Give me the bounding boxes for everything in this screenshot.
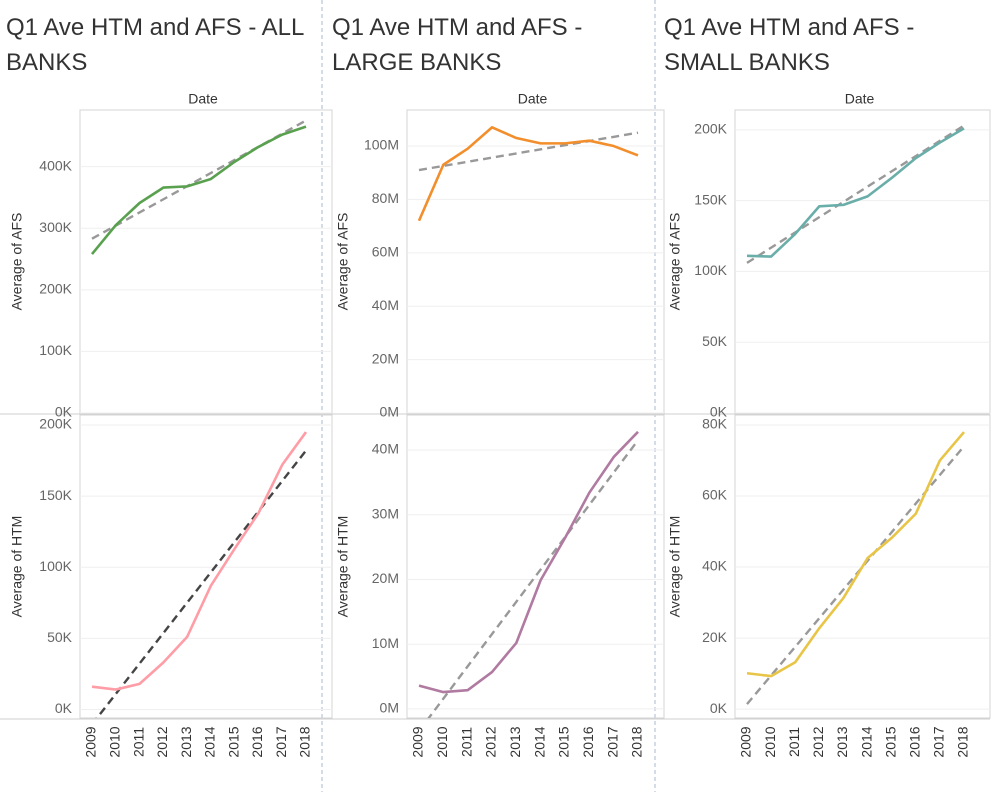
x-tick-label: 2018 bbox=[629, 726, 645, 757]
x-tick-label: 2017 bbox=[273, 726, 289, 757]
panel-title: Q1 Ave HTM and AFS - LARGE BANKS bbox=[332, 14, 583, 76]
x-tick-label: 2014 bbox=[202, 726, 218, 757]
x-tick-label: 2012 bbox=[810, 726, 826, 757]
x-tick-label: 2009 bbox=[410, 726, 426, 757]
y-tick-label: 150K bbox=[39, 487, 72, 503]
x-tick-label: 2013 bbox=[178, 726, 194, 757]
x-tick-label: 2015 bbox=[225, 726, 241, 757]
y-tick-label: 20K bbox=[702, 629, 728, 645]
plot bbox=[90, 119, 307, 255]
y-tick-label: 50K bbox=[702, 333, 728, 349]
y-tick-label: 200K bbox=[694, 121, 727, 137]
plot bbox=[746, 431, 965, 705]
x-tick-label: 2014 bbox=[858, 726, 874, 757]
y-tick-label: 100K bbox=[39, 342, 72, 358]
y-tick-label: 30M bbox=[372, 505, 399, 521]
y-axis-label: Average of AFS bbox=[335, 213, 351, 311]
y-tick-label: 0M bbox=[380, 700, 399, 716]
y-tick-label: 0K bbox=[55, 404, 73, 420]
y-tick-label: 40M bbox=[372, 441, 399, 457]
trend-line bbox=[427, 439, 639, 718]
x-tick-label: 2010 bbox=[106, 726, 122, 757]
plot bbox=[417, 126, 639, 222]
x-tick-label: 2009 bbox=[83, 726, 99, 757]
y-axis-label: Average of HTM bbox=[9, 516, 25, 618]
y-tick-label: 100K bbox=[39, 558, 72, 574]
y-axis-label: Average of AFS bbox=[9, 213, 25, 311]
y-tick-label: 20M bbox=[372, 570, 399, 586]
plot-frame bbox=[406, 414, 665, 719]
panel-title: Q1 Ave HTM and AFS - SMALL BANKS bbox=[664, 14, 915, 76]
data-line bbox=[746, 127, 965, 258]
trend-line bbox=[746, 445, 965, 705]
data-line bbox=[417, 126, 639, 222]
trend-line bbox=[91, 119, 307, 240]
y-tick-label: 400K bbox=[39, 157, 72, 173]
x-tick-label: 2018 bbox=[955, 726, 971, 757]
plot-frame bbox=[734, 109, 991, 414]
x-tick-label: 2012 bbox=[483, 726, 499, 757]
y-tick-label: 40K bbox=[702, 558, 728, 574]
y-tick-label: 150K bbox=[694, 191, 727, 207]
data-line bbox=[746, 431, 965, 678]
y-tick-label: 0K bbox=[710, 700, 728, 716]
x-tick-label: 2010 bbox=[762, 726, 778, 757]
y-tick-label: 60M bbox=[372, 244, 399, 260]
trend-line bbox=[418, 131, 639, 172]
x-tick-label: 2018 bbox=[297, 726, 313, 757]
y-tick-label: 0M bbox=[380, 404, 399, 420]
y-tick-label: 200K bbox=[39, 416, 72, 432]
x-tick-label: 2010 bbox=[434, 726, 450, 757]
plot-frame bbox=[734, 414, 991, 719]
panel-title: Q1 Ave HTM and AFS - ALL BANKS bbox=[6, 14, 304, 76]
plot-frame bbox=[79, 109, 333, 414]
y-tick-label: 10M bbox=[372, 635, 399, 651]
plot-frame bbox=[79, 414, 333, 719]
y-tick-label: 40M bbox=[372, 297, 399, 313]
x-tick-label: 2015 bbox=[556, 726, 572, 757]
x-tick-label: 2016 bbox=[906, 726, 922, 757]
data-line bbox=[90, 125, 307, 255]
x-header: Date bbox=[188, 91, 218, 107]
data-line bbox=[91, 431, 308, 691]
x-tick-label: 2011 bbox=[458, 727, 474, 757]
y-tick-label: 300K bbox=[39, 219, 72, 235]
x-tick-label: 2017 bbox=[931, 726, 947, 757]
x-tick-label: 2013 bbox=[834, 726, 850, 757]
y-tick-label: 100M bbox=[364, 137, 399, 153]
plot-frame bbox=[406, 109, 665, 414]
y-tick-label: 0K bbox=[710, 404, 728, 420]
plot bbox=[746, 124, 965, 264]
y-axis-label: Average of AFS bbox=[667, 213, 683, 311]
plot bbox=[418, 430, 639, 718]
x-tick-label: 2017 bbox=[604, 726, 620, 757]
x-tick-label: 2016 bbox=[249, 726, 265, 757]
x-tick-label: 2014 bbox=[531, 726, 547, 757]
x-header: Date bbox=[845, 91, 875, 107]
y-tick-label: 100K bbox=[694, 262, 727, 278]
y-tick-label: 200K bbox=[39, 281, 72, 297]
y-tick-label: 0K bbox=[55, 700, 73, 716]
x-tick-label: 2012 bbox=[154, 726, 170, 757]
x-tick-label: 2015 bbox=[882, 726, 898, 757]
y-tick-label: 60K bbox=[702, 487, 728, 503]
x-tick-label: 2016 bbox=[580, 726, 596, 757]
y-tick-label: 20M bbox=[372, 350, 399, 366]
y-axis-label: Average of HTM bbox=[335, 516, 351, 618]
trend-line bbox=[95, 449, 307, 718]
trend-line bbox=[746, 124, 965, 264]
y-tick-label: 80K bbox=[702, 416, 728, 432]
y-axis-label: Average of HTM bbox=[667, 516, 683, 618]
x-tick-label: 2011 bbox=[130, 727, 146, 757]
data-line bbox=[418, 430, 639, 694]
y-tick-label: 80M bbox=[372, 190, 399, 206]
plot bbox=[91, 431, 308, 718]
x-tick-label: 2013 bbox=[507, 726, 523, 757]
x-tick-label: 2011 bbox=[786, 727, 802, 757]
x-tick-label: 2009 bbox=[738, 726, 754, 757]
y-tick-label: 50K bbox=[47, 629, 73, 645]
x-header: Date bbox=[518, 91, 548, 107]
